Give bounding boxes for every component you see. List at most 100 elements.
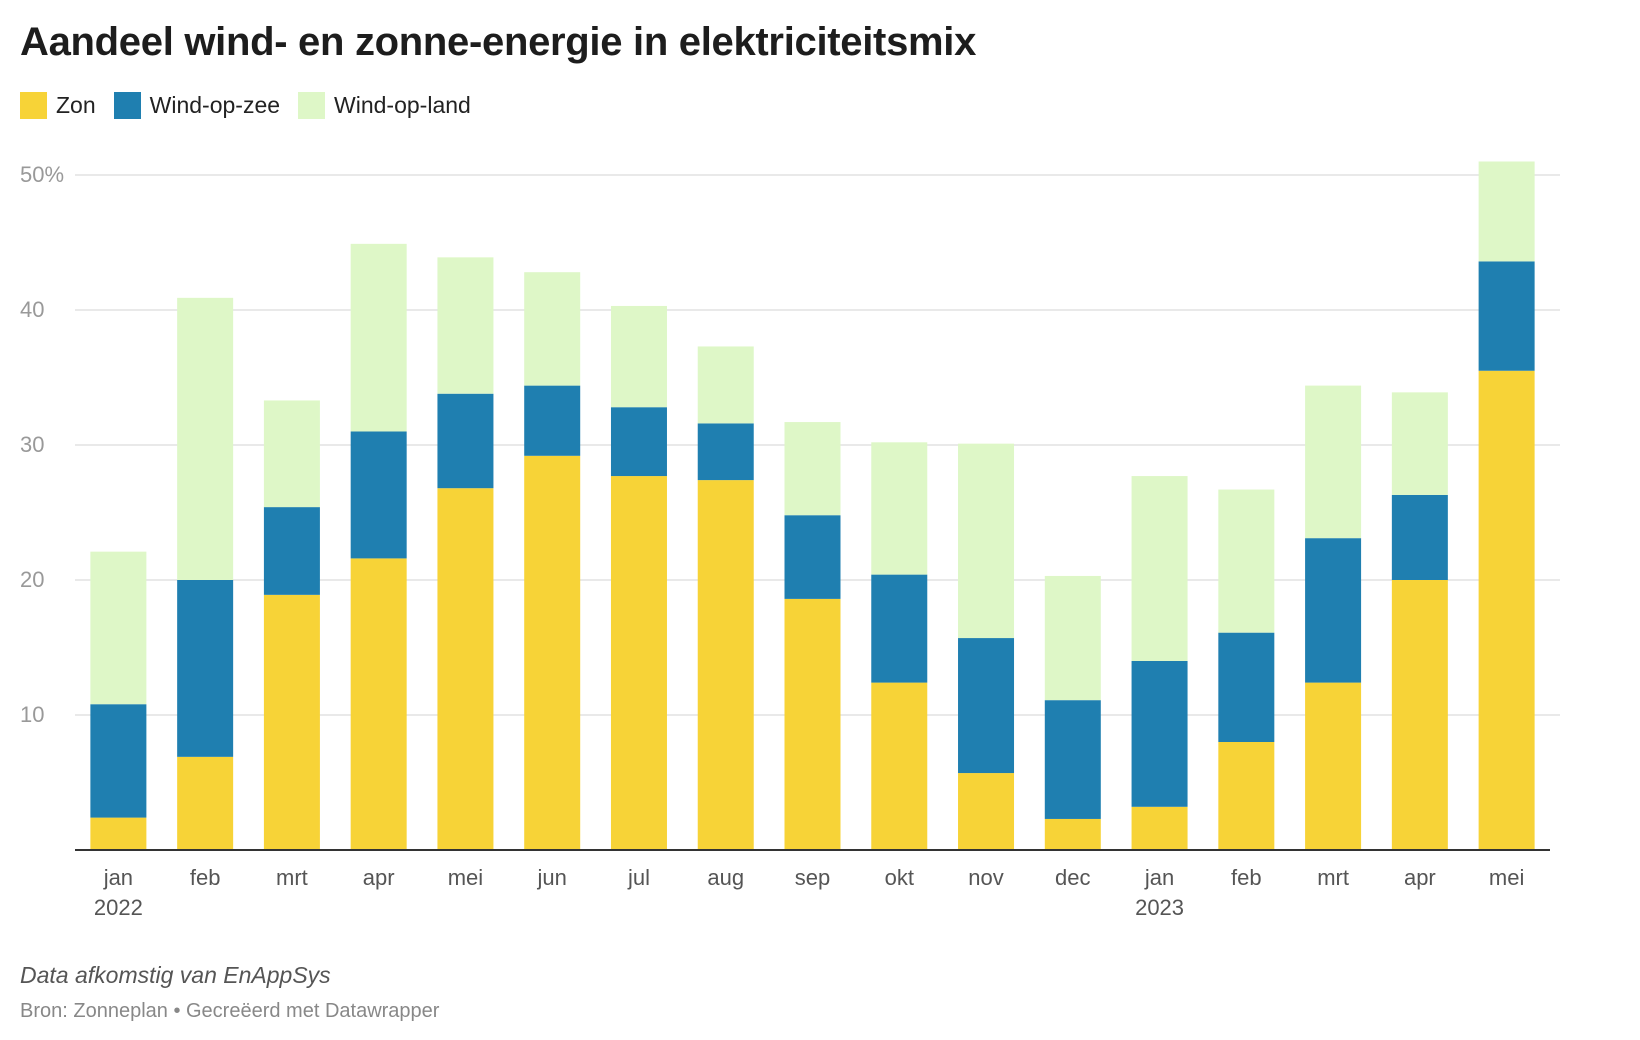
bar-stack-12 <box>1131 476 1188 850</box>
x-tick-label-13: feb <box>1231 865 1262 890</box>
x-tick-label-0: jan <box>103 865 133 890</box>
x-tick-label-1: feb <box>190 865 221 890</box>
bar-wind-op-land-16 <box>1478 161 1535 262</box>
bar-stack-8 <box>784 422 841 850</box>
bar-zon-14 <box>1305 682 1362 850</box>
x-tick-label-12: jan <box>1144 865 1174 890</box>
bar-wind-op-land-9 <box>871 442 928 575</box>
bar-wind-op-zee-15 <box>1391 494 1448 580</box>
legend-item-wind-op-land: Wind-op-land <box>298 92 471 119</box>
x-tick-label-4: mei <box>448 865 483 890</box>
x-tick-label-14: mrt <box>1317 865 1349 890</box>
y-tick-label-1: 20 <box>20 567 44 592</box>
bar-wind-op-zee-13 <box>1218 632 1275 742</box>
stacked-bar-chart: 10 20 30 40 50% jan 2022 feb mrt apr mei jun jul aug… <box>20 161 1560 920</box>
bar-zon-8 <box>784 598 841 850</box>
chart-notes: Data afkomstig van EnAppSys <box>20 962 331 988</box>
legend-item-wind-op-zee: Wind-op-zee <box>113 92 281 119</box>
y-tick-label-0: 10 <box>20 702 44 727</box>
bar-wind-op-zee-6 <box>610 407 667 477</box>
bar-zon-6 <box>610 476 667 850</box>
bar-zon-12 <box>1131 806 1188 850</box>
bar-wind-op-land-8 <box>784 422 841 516</box>
bar-zon-16 <box>1478 370 1535 850</box>
x-tick-label-16: mei <box>1489 865 1524 890</box>
legend-label-wind-op-zee: Wind-op-zee <box>149 92 281 118</box>
bar-wind-op-zee-16 <box>1478 261 1535 371</box>
chart-source: Bron: Zonneplan • Gecreëerd met Datawrap… <box>20 1000 440 1022</box>
bar-stack-6 <box>610 305 667 850</box>
bar-zon-9 <box>871 682 928 850</box>
bar-zon-15 <box>1391 580 1448 850</box>
bar-wind-op-land-12 <box>1131 476 1188 661</box>
x-tick-label-10: nov <box>968 865 1003 890</box>
x-tick-label-6: jul <box>627 865 650 890</box>
bar-zon-1 <box>177 756 234 850</box>
bar-stack-13 <box>1218 489 1275 850</box>
bar-stack-10 <box>958 443 1015 850</box>
bar-zon-0 <box>90 817 147 850</box>
legend: Zon Wind-op-zee Wind-op-land <box>20 92 489 119</box>
bar-wind-op-zee-12 <box>1131 661 1188 807</box>
x-tick-label-5: jun <box>537 865 567 890</box>
bar-stack-15 <box>1391 392 1448 850</box>
legend-swatch-wind-op-zee <box>113 92 141 119</box>
bar-stack-2 <box>263 400 320 850</box>
bar-zon-7 <box>697 480 754 850</box>
x-tick-label-11: dec <box>1055 865 1090 890</box>
bar-wind-op-zee-0 <box>90 704 147 818</box>
legend-label-zon: Zon <box>56 92 96 118</box>
bar-zon-13 <box>1218 742 1275 850</box>
bar-wind-op-land-5 <box>524 272 581 386</box>
x-tick-label-8: sep <box>795 865 830 890</box>
x-year-label-0: 2022 <box>94 895 143 920</box>
bar-wind-op-zee-8 <box>784 515 841 599</box>
bar-wind-op-land-0 <box>90 551 147 705</box>
bar-zon-10 <box>958 773 1015 850</box>
bar-stack-5 <box>524 272 581 850</box>
legend-swatch-wind-op-land <box>298 92 326 119</box>
bar-zon-4 <box>437 488 494 850</box>
bar-wind-op-zee-10 <box>958 638 1015 774</box>
x-axis-labels: jan 2022 feb mrt apr mei jun jul aug sep okt nov dec… <box>94 865 1524 920</box>
bar-wind-op-land-13 <box>1218 489 1275 633</box>
legend-item-zon: Zon <box>20 92 96 119</box>
bar-wind-op-land-6 <box>610 305 667 408</box>
bar-wind-op-zee-7 <box>697 423 754 481</box>
bar-wind-op-land-2 <box>263 400 320 508</box>
bar-zon-2 <box>263 594 320 850</box>
y-tick-label-4: 50% <box>20 162 64 187</box>
legend-label-wind-op-land: Wind-op-land <box>334 92 471 118</box>
bar-wind-op-land-10 <box>958 443 1015 639</box>
bar-zon-3 <box>350 558 407 850</box>
bar-wind-op-zee-11 <box>1044 700 1101 819</box>
x-tick-label-9: okt <box>885 865 914 890</box>
y-tick-label-2: 30 <box>20 432 44 457</box>
bar-stack-11 <box>1044 575 1101 850</box>
bar-wind-op-land-7 <box>697 346 754 424</box>
bar-wind-op-zee-2 <box>263 507 320 595</box>
bar-stack-4 <box>437 257 494 850</box>
legend-swatch-zon <box>20 92 47 119</box>
bar-stack-3 <box>350 243 407 850</box>
bar-wind-op-zee-4 <box>437 393 494 489</box>
x-tick-label-2: mrt <box>276 865 308 890</box>
x-tick-label-3: apr <box>363 865 395 890</box>
bar-stack-14 <box>1305 385 1362 850</box>
bar-wind-op-land-1 <box>177 297 234 580</box>
bar-stack-0 <box>90 551 147 850</box>
bar-wind-op-land-4 <box>437 257 494 394</box>
bar-zon-11 <box>1044 818 1101 850</box>
y-tick-label-3: 40 <box>20 297 44 322</box>
bar-wind-op-zee-14 <box>1305 538 1362 683</box>
chart-title: Aandeel wind- en zonne-energie in elektr… <box>20 20 977 64</box>
bar-stack-16 <box>1478 161 1535 850</box>
bars <box>90 161 1535 850</box>
bar-stack-7 <box>697 346 754 850</box>
x-tick-label-7: aug <box>707 865 744 890</box>
bar-stack-1 <box>177 297 234 850</box>
bar-stack-9 <box>871 442 928 850</box>
y-axis-labels: 10 20 30 40 50% <box>20 162 64 727</box>
bar-wind-op-land-11 <box>1044 575 1101 701</box>
bar-zon-5 <box>524 455 581 850</box>
